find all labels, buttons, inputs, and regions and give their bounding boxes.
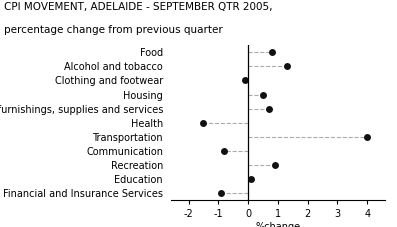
Text: percentage change from previous quarter: percentage change from previous quarter xyxy=(4,25,223,35)
Text: CPI MOVEMENT, ADELAIDE - SEPTEMBER QTR 2005,: CPI MOVEMENT, ADELAIDE - SEPTEMBER QTR 2… xyxy=(4,2,272,12)
X-axis label: %change: %change xyxy=(255,222,301,227)
